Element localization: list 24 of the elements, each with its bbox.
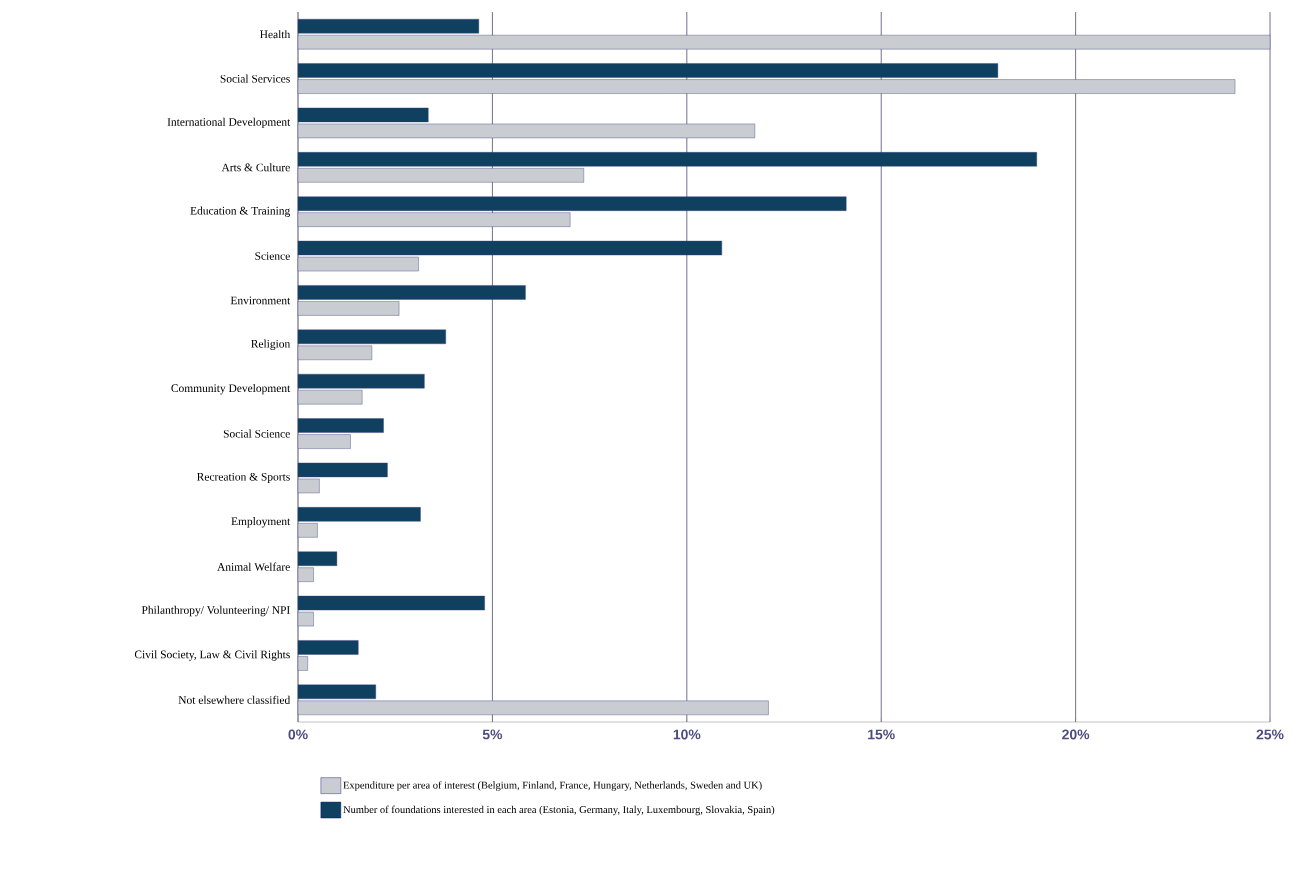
y-tick-label: Not elsewhere classified <box>178 695 291 704</box>
y-tick-label: Education & Training <box>190 206 291 217</box>
y-tick-label: Religion <box>251 339 291 351</box>
y-tick-label: International Development <box>167 117 291 129</box>
legend-label: Expenditure per area of interest (Belgium, Finland, France, Hungary, Netherlands, Sweden and UK) <box>343 781 762 791</box>
y-tick-label: Environment <box>230 296 291 305</box>
y-tick-label: Social Services <box>220 74 290 83</box>
legend-label: Number of foundations interested in each area (Estonia, Germany, Italy, Luxembourg, Slovakia, Spain) <box>343 805 775 816</box>
y-tick-label: Recreation & Sports <box>197 472 290 483</box>
x-tick-label: 20% <box>1062 729 1090 740</box>
y-tick-label: Employment <box>231 517 291 528</box>
y-tick-label: Animal Welfare <box>217 562 290 571</box>
y-tick-label: Civil Society, Law & Civil Rights <box>134 650 290 661</box>
y-tick-label: Philanthropy/ Volunteering/ NPI <box>141 605 290 617</box>
y-tick-label: Arts & Culture <box>221 163 290 172</box>
x-tick-label: 25% <box>1256 729 1284 740</box>
x-tick-label: 10% <box>673 729 701 740</box>
y-tick-label: Health <box>260 30 291 39</box>
y-tick-label: Science <box>255 252 290 260</box>
x-tick-label: 5% <box>482 729 503 740</box>
x-tick-label: 0% <box>288 729 308 740</box>
x-tick-label: 15% <box>868 729 895 740</box>
y-tick-label: Social Science <box>223 429 290 438</box>
y-tick-label: Community Development <box>171 383 291 395</box>
